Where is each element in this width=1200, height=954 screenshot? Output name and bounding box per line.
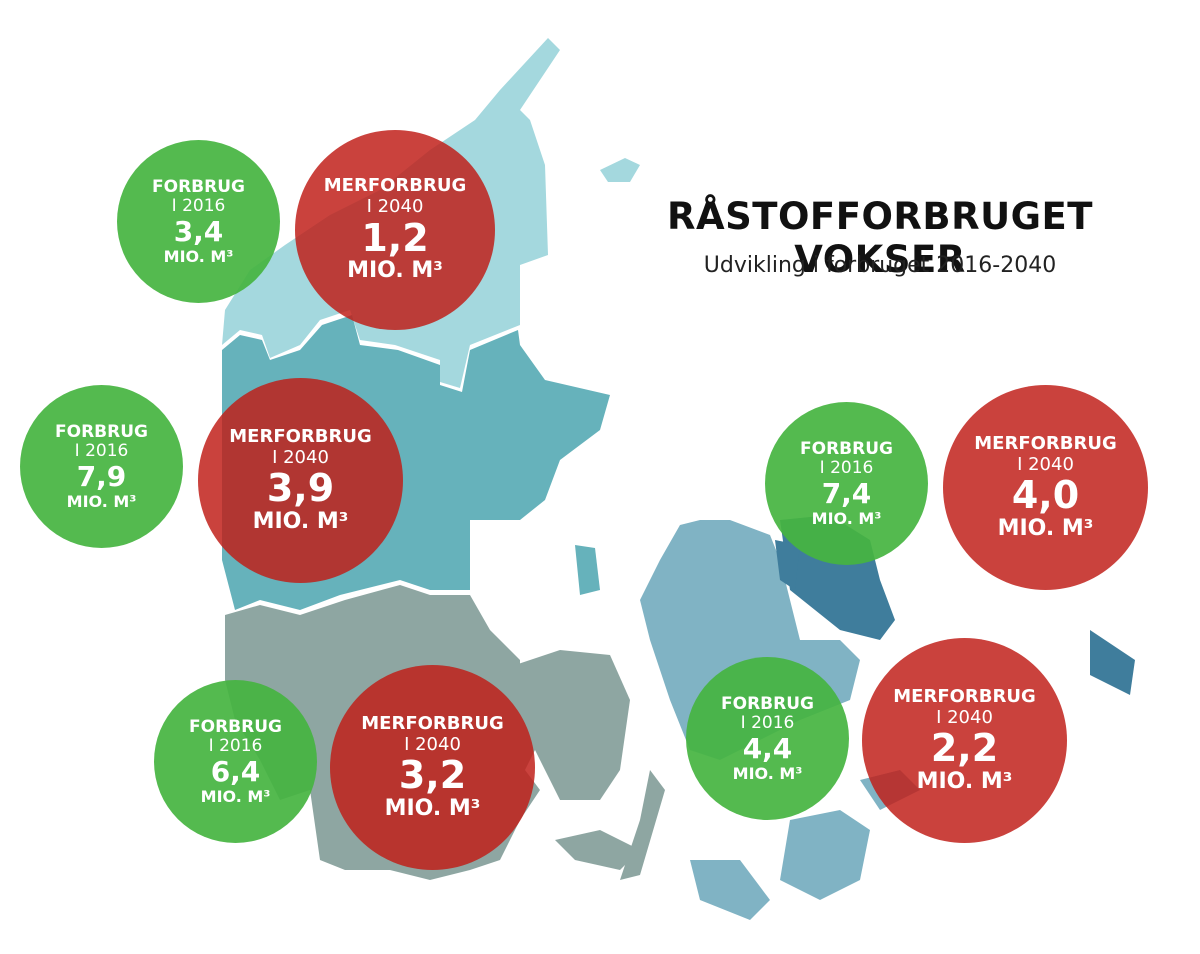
- merforbrug-unit: MIO. M³: [997, 515, 1094, 541]
- chart-subtitle: Udvikling i forbruget 2016-2040: [703, 253, 1057, 278]
- forbrug-value: 6,4: [210, 754, 261, 788]
- forbrug-bubble-syddanmark: FORBRUG I 2016 6,4 MIO. M³: [154, 680, 317, 843]
- forbrug-bubble-hovedstaden: FORBRUG I 2016 7,4 MIO. M³: [765, 402, 928, 565]
- forbrug-value: 4,4: [742, 731, 793, 765]
- forbrug-bubble-nordjylland: FORBRUG I 2016 3,4 MIO. M³: [117, 140, 280, 303]
- merforbrug-value: 3,2: [398, 753, 467, 798]
- merforbrug-label: MERFORBRUG: [361, 712, 504, 734]
- merforbrug-bubble-nordjylland: MERFORBRUG I 2040 1,2 MIO. M³: [295, 130, 495, 330]
- forbrug-year: I 2016: [819, 458, 874, 479]
- forbrug-unit: MIO. M³: [732, 763, 803, 783]
- forbrug-label: FORBRUG: [721, 693, 814, 714]
- forbrug-unit: MIO. M³: [66, 491, 137, 511]
- forbrug-unit: MIO. M³: [200, 786, 271, 806]
- forbrug-label: FORBRUG: [152, 176, 245, 197]
- merforbrug-value: 2,2: [930, 726, 999, 771]
- merforbrug-label: MERFORBRUG: [323, 175, 467, 197]
- merforbrug-year: I 2040: [272, 446, 329, 468]
- merforbrug-year: I 2040: [404, 733, 461, 755]
- forbrug-bubble-sjaelland: FORBRUG I 2016 4,4 MIO. M³: [686, 657, 849, 820]
- merforbrug-label: MERFORBRUG: [974, 432, 1117, 454]
- chart-title: RÅSTOFFORBRUGET VOKSER: [666, 195, 1094, 281]
- forbrug-value: 7,9: [76, 459, 127, 493]
- forbrug-year: I 2016: [171, 196, 226, 217]
- forbrug-value: 3,4: [173, 214, 224, 248]
- merforbrug-unit: MIO. M³: [916, 768, 1013, 794]
- forbrug-bubble-midtjylland: FORBRUG I 2016 7,9 MIO. M³: [20, 385, 183, 548]
- forbrug-unit: MIO. M³: [811, 508, 882, 528]
- forbrug-value: 7,4: [821, 476, 872, 510]
- merforbrug-unit: MIO. M³: [347, 258, 443, 284]
- merforbrug-year: I 2040: [1017, 453, 1074, 475]
- merforbrug-bubble-syddanmark: MERFORBRUG I 2040 3,2 MIO. M³: [330, 665, 535, 870]
- forbrug-label: FORBRUG: [189, 716, 282, 737]
- forbrug-unit: MIO. M³: [163, 246, 234, 266]
- forbrug-label: FORBRUG: [800, 438, 893, 459]
- merforbrug-unit: MIO. M³: [384, 795, 481, 821]
- merforbrug-value: 4,0: [1011, 473, 1080, 518]
- merforbrug-bubble-midtjylland: MERFORBRUG I 2040 3,9 MIO. M³: [198, 378, 403, 583]
- merforbrug-year: I 2040: [936, 706, 993, 728]
- merforbrug-value: 1,2: [361, 215, 429, 260]
- merforbrug-label: MERFORBRUG: [893, 685, 1036, 707]
- merforbrug-bubble-sjaelland: MERFORBRUG I 2040 2,2 MIO. M³: [862, 638, 1067, 843]
- forbrug-label: FORBRUG: [55, 421, 148, 442]
- merforbrug-year: I 2040: [366, 196, 424, 217]
- merforbrug-value: 3,9: [266, 466, 335, 511]
- forbrug-year: I 2016: [208, 736, 263, 757]
- forbrug-year: I 2016: [740, 713, 795, 734]
- merforbrug-label: MERFORBRUG: [229, 425, 372, 447]
- merforbrug-unit: MIO. M³: [252, 508, 349, 534]
- forbrug-year: I 2016: [74, 441, 129, 462]
- merforbrug-bubble-hovedstaden: MERFORBRUG I 2040 4,0 MIO. M³: [943, 385, 1148, 590]
